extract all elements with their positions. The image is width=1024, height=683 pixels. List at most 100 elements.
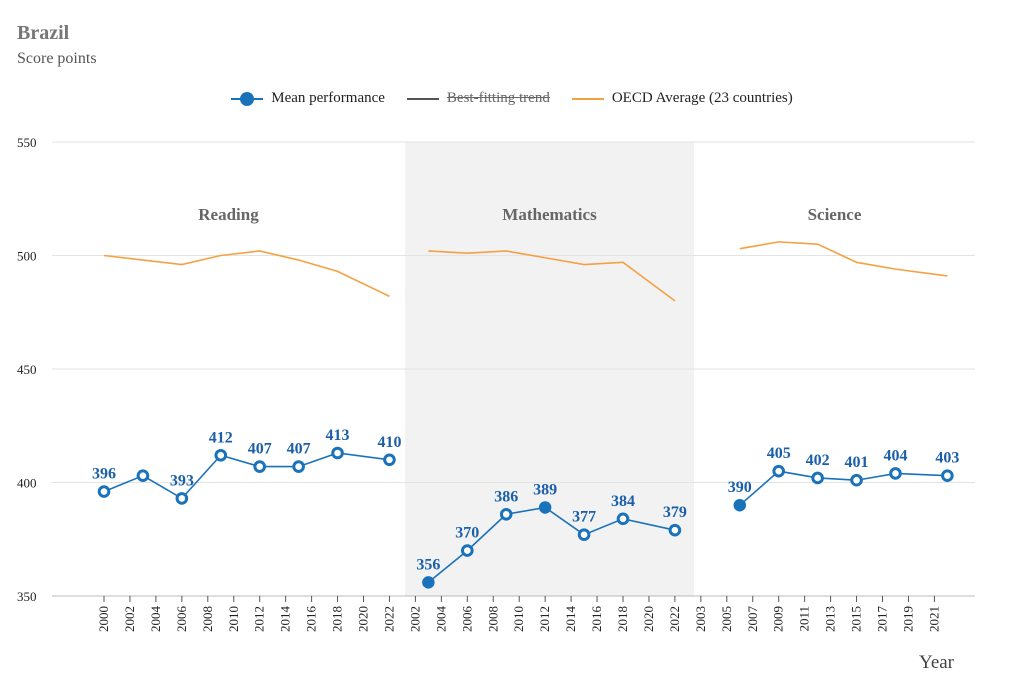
data-point — [214, 448, 228, 462]
legend-label: Mean performance — [271, 90, 385, 106]
x-tick-label: 2015 — [849, 606, 864, 632]
y-tick-label: 450 — [17, 362, 37, 377]
data-label: 379 — [663, 504, 687, 521]
data-point — [383, 453, 396, 467]
data-label: 404 — [883, 447, 907, 464]
chart-title: Brazil — [17, 22, 70, 44]
legend-item-best-fitting-trend[interactable]: Best-fitting trend — [406, 90, 550, 107]
x-tick-label: 2021 — [926, 606, 941, 632]
chart-subtitle: Score points — [17, 50, 97, 67]
data-label: 403 — [935, 450, 959, 467]
x-tick-label: 2016 — [589, 606, 604, 633]
legend-swatch-best-fitting-trend — [406, 92, 439, 106]
data-label: 405 — [767, 445, 791, 462]
panel-title-mathematics: Mathematics — [502, 205, 597, 224]
legend: Mean performance Best-fitting trend OECD… — [0, 90, 1024, 107]
data-label: 413 — [326, 427, 350, 444]
x-tick-label: 2014 — [278, 606, 293, 633]
data-label: 401 — [845, 454, 869, 471]
data-label: 356 — [416, 556, 440, 573]
x-tick-label: 2020 — [356, 606, 371, 632]
data-label: 384 — [611, 493, 635, 510]
x-tick-label: 2018 — [615, 606, 630, 632]
panel-title-science: Science — [808, 205, 862, 224]
legend-label: OECD Average (23 countries) — [611, 90, 793, 106]
data-point — [889, 467, 902, 480]
y-tick-label: 400 — [17, 476, 37, 491]
data-label: 370 — [455, 525, 479, 542]
x-tick-label: 2003 — [693, 606, 708, 632]
legend-swatch-mean-performance — [231, 91, 264, 106]
y-tick-label: 500 — [17, 249, 37, 264]
x-tick-label: 2005 — [719, 606, 734, 632]
legend-item-oecd-average[interactable]: OECD Average (23 countries) — [571, 90, 793, 107]
x-tick-label: 2018 — [330, 606, 345, 632]
x-tick-label: 2020 — [641, 606, 656, 632]
panel-title-reading: Reading — [198, 205, 259, 224]
x-tick-label: 2022 — [381, 606, 396, 632]
x-tick-label: 2004 — [148, 606, 163, 633]
x-axis-title: Year — [919, 652, 955, 673]
x-tick-label: 2012 — [252, 606, 267, 632]
x-tick-label: 2022 — [667, 606, 682, 632]
x-tick-label: 2016 — [304, 606, 319, 633]
data-point — [941, 469, 954, 482]
data-point-significant — [538, 501, 552, 514]
data-point — [175, 492, 189, 505]
x-tick-label: 2008 — [200, 606, 215, 632]
x-tick-label: 2013 — [823, 606, 838, 632]
data-label: 393 — [170, 472, 194, 489]
data-point — [772, 464, 786, 478]
data-point — [850, 473, 863, 487]
legend-label: Best-fitting trend — [446, 90, 550, 106]
data-point — [136, 469, 150, 482]
x-tick-label: 2014 — [563, 606, 578, 633]
x-tick-label: 2019 — [900, 606, 915, 632]
data-point — [577, 528, 591, 542]
data-label: 402 — [806, 452, 830, 469]
oecd-average-line — [739, 241, 948, 277]
data-point — [253, 460, 267, 473]
x-tick-label: 2002 — [122, 606, 137, 632]
y-tick-label: 550 — [17, 135, 37, 150]
y-tick-label: 350 — [17, 589, 37, 604]
x-tick-label: 2007 — [745, 606, 760, 633]
data-point — [292, 460, 305, 473]
oecd-average-line — [428, 250, 676, 302]
data-label: 410 — [377, 434, 401, 451]
data-point-significant — [733, 498, 747, 512]
x-tick-label: 2010 — [511, 606, 526, 632]
data-point — [616, 512, 630, 526]
x-tick-label: 2010 — [226, 606, 241, 632]
data-point — [97, 485, 111, 498]
mean-performance-line — [739, 470, 948, 506]
data-point — [461, 544, 474, 557]
data-label: 386 — [494, 488, 518, 505]
x-tick-label: 2008 — [485, 606, 500, 632]
legend-swatch-oecd-average — [571, 92, 604, 106]
mean-performance-line — [103, 452, 390, 500]
oecd-average-line — [103, 250, 390, 298]
data-label: 390 — [728, 479, 752, 496]
data-label: 377 — [572, 509, 596, 526]
x-tick-label: 2000 — [96, 606, 111, 632]
data-label: 412 — [209, 429, 233, 446]
data-point — [668, 523, 682, 537]
data-label: 396 — [92, 466, 116, 483]
x-tick-label: 2011 — [797, 606, 812, 632]
x-tick-label: 2006 — [174, 606, 189, 633]
x-tick-label: 2002 — [407, 606, 422, 632]
data-label: 407 — [248, 441, 272, 458]
data-point-significant — [422, 576, 435, 589]
x-tick-label: 2006 — [459, 606, 474, 633]
data-point — [331, 446, 344, 460]
x-tick-label: 2004 — [433, 606, 448, 633]
legend-item-mean-performance[interactable]: Mean performance — [231, 90, 385, 107]
x-tick-label: 2009 — [771, 606, 786, 632]
data-label: 407 — [287, 441, 311, 458]
x-tick-label: 2012 — [537, 606, 552, 632]
data-point — [811, 471, 824, 485]
data-point — [499, 507, 513, 521]
x-tick-label: 2017 — [875, 606, 890, 633]
